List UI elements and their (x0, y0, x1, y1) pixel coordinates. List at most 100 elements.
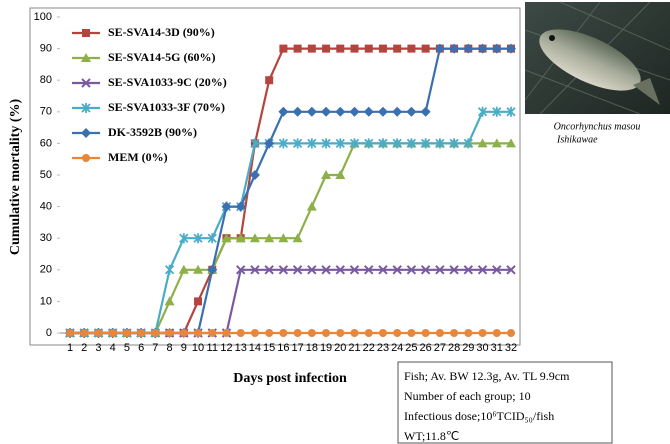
legend-label: SE-SVA14-3D (90%) (108, 25, 215, 39)
marker (351, 329, 359, 337)
x-tick-label: 7 (152, 342, 158, 354)
x-tick-label: 3 (95, 342, 101, 354)
marker (123, 329, 131, 337)
photo-caption: Oncorhynchus masou (554, 121, 641, 132)
x-tick-label: 25 (405, 342, 417, 354)
marker (422, 329, 430, 337)
x-tick-label: 32 (505, 342, 517, 354)
marker (336, 329, 344, 337)
marker (436, 329, 444, 337)
marker (406, 107, 416, 117)
marker (479, 329, 487, 337)
marker (81, 128, 91, 138)
series-line (70, 270, 511, 333)
x-tick-label: 22 (363, 342, 375, 354)
page: Oncorhynchus masou Ishikawae Cumulative … (0, 0, 670, 444)
x-tick-label: 12 (220, 342, 232, 354)
x-tick-label: 28 (448, 342, 460, 354)
marker (166, 265, 174, 275)
x-tick-label: 9 (181, 342, 187, 354)
x-tick-label: 5 (124, 342, 130, 354)
marker (464, 329, 472, 337)
info-line: WT;11.8℃ (404, 429, 459, 443)
x-tick-label: 31 (491, 342, 503, 354)
info-line: Infectious dose;10⁶TCID₅₀/fish (404, 409, 554, 423)
marker (82, 154, 90, 162)
marker (222, 329, 230, 337)
marker (80, 329, 88, 337)
marker (66, 329, 74, 337)
marker (279, 45, 287, 53)
x-tick-label: 16 (277, 342, 289, 354)
y-tick-label: 40 (40, 201, 52, 213)
series-line (70, 49, 511, 333)
y-tick-label: 70 (40, 106, 52, 118)
x-axis-label: Days post infection (233, 371, 347, 386)
y-tick-label: 90 (40, 43, 52, 55)
x-tick-label: 27 (434, 342, 446, 354)
marker (109, 329, 117, 337)
marker (194, 297, 202, 305)
info-line: Fish; Av. BW 12.3g, Av. TL 9.9cm (404, 369, 570, 383)
marker (407, 329, 415, 337)
fish-photo (525, 2, 670, 114)
marker (379, 329, 387, 337)
x-tick-label: 14 (249, 342, 261, 354)
marker (294, 329, 302, 337)
legend-label: SE-SVA1033-9C (20%) (108, 75, 227, 89)
y-tick-label: 80 (40, 74, 52, 86)
series: SE-SVA1033-9C (20%) (66, 75, 515, 337)
marker (422, 45, 430, 53)
marker (393, 329, 401, 337)
marker (237, 329, 245, 337)
x-tick-label: 1 (67, 342, 73, 354)
y-tick-label: 50 (40, 169, 52, 181)
marker (507, 329, 515, 337)
y-tick-label: 60 (40, 137, 52, 149)
marker (137, 329, 145, 337)
marker (94, 329, 102, 337)
marker (321, 107, 331, 117)
series-line (70, 112, 511, 333)
marker (379, 45, 387, 53)
marker (493, 329, 501, 337)
marker (421, 107, 431, 117)
marker (335, 107, 345, 117)
series-line (70, 49, 511, 333)
x-tick-label: 21 (348, 342, 360, 354)
marker (378, 107, 388, 117)
x-tick-label: 10 (192, 342, 204, 354)
marker (307, 202, 317, 211)
y-tick-label: 30 (40, 232, 52, 244)
x-tick-label: 4 (110, 342, 116, 354)
info-line: Number of each group; 10 (404, 389, 531, 403)
marker (450, 329, 458, 337)
chart: Oncorhynchus masou Ishikawae Cumulative … (0, 0, 670, 444)
marker (322, 329, 330, 337)
series: SE-SVA14-5G (60%) (65, 50, 516, 337)
marker (208, 329, 216, 337)
legend-label: SE-SVA14-5G (60%) (108, 50, 215, 64)
x-tick-label: 2 (81, 342, 87, 354)
marker (336, 45, 344, 53)
legend-label: MEM (0%) (108, 150, 168, 164)
y-tick-label: 100 (34, 11, 52, 23)
marker (350, 107, 360, 117)
series-line (70, 143, 511, 333)
series: MEM (0%) (66, 150, 515, 337)
marker (351, 45, 359, 53)
series: SE-SVA14-3D (90%) (66, 25, 515, 337)
photo-caption: Ishikawae (556, 134, 598, 145)
marker (308, 45, 316, 53)
marker (407, 45, 415, 53)
marker (279, 329, 287, 337)
marker (265, 329, 273, 337)
x-tick-label: 11 (207, 342, 218, 354)
x-tick-label: 24 (391, 342, 403, 354)
x-tick-label: 30 (476, 342, 488, 354)
x-tick-label: 23 (377, 342, 389, 354)
y-tick-label: 20 (40, 264, 52, 276)
y-tick-label: 10 (40, 295, 52, 307)
y-tick-label: 0 (46, 327, 52, 339)
marker (308, 329, 316, 337)
